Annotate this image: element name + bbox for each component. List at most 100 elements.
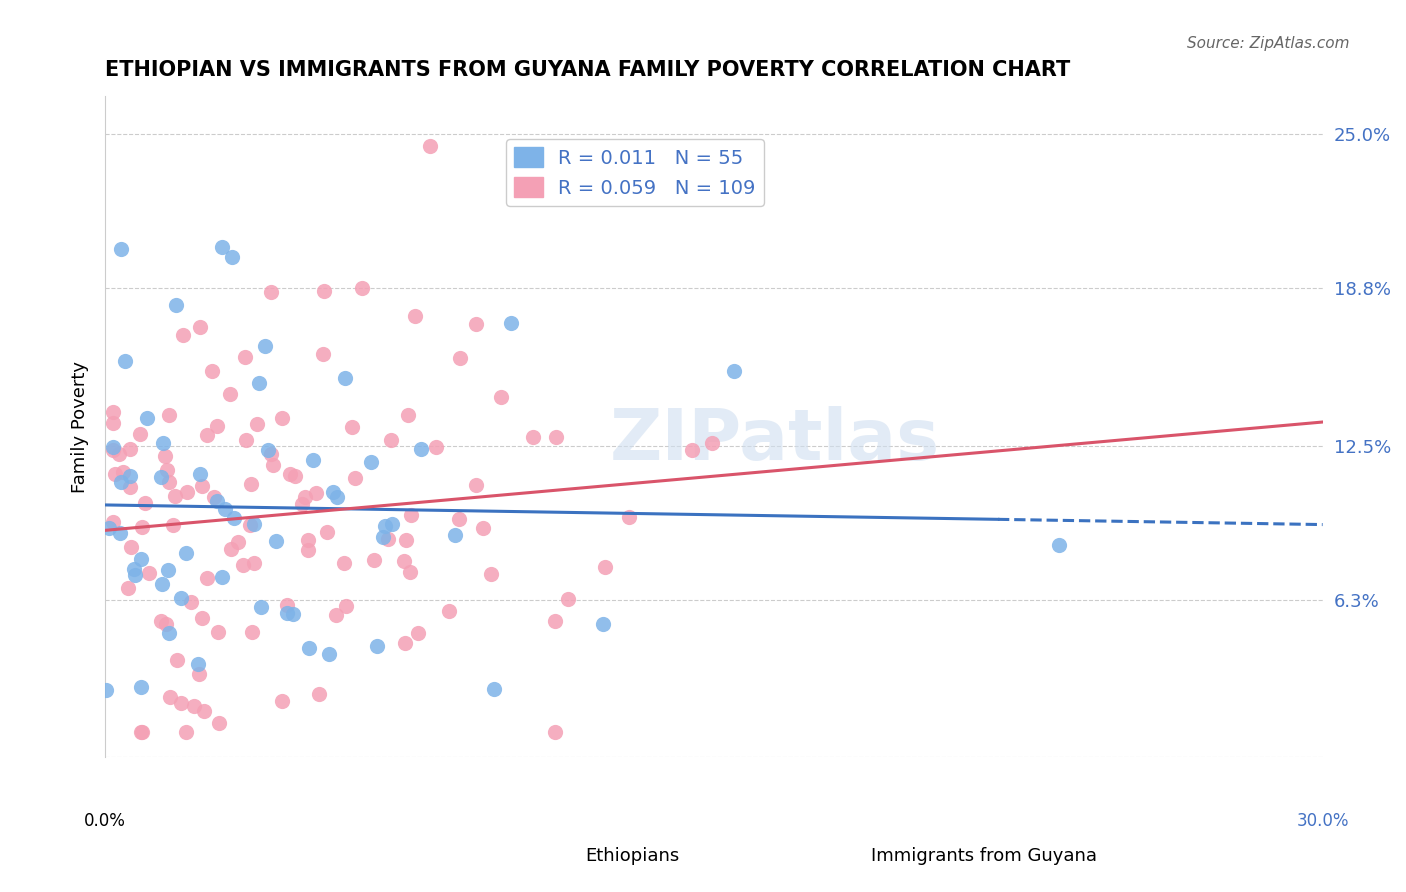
Point <box>557 592 579 607</box>
Point <box>134 496 156 510</box>
Point <box>344 471 367 485</box>
Point <box>297 533 319 547</box>
Point <box>112 466 135 480</box>
Point <box>392 554 415 568</box>
Point <box>131 725 153 739</box>
Point <box>170 591 193 605</box>
Point <box>419 139 441 153</box>
Point <box>188 666 211 681</box>
Point <box>124 568 146 582</box>
Point <box>187 657 209 672</box>
Point <box>257 442 280 457</box>
Point <box>180 595 202 609</box>
Point <box>124 562 146 576</box>
Point <box>188 467 211 482</box>
Point <box>120 468 142 483</box>
Point <box>110 242 132 256</box>
Point <box>404 309 426 323</box>
Point <box>318 647 340 661</box>
Point <box>157 475 180 490</box>
Point <box>464 478 486 492</box>
Point <box>340 419 363 434</box>
Point <box>522 430 544 444</box>
Point <box>302 453 325 467</box>
Point <box>315 524 337 539</box>
Text: Ethiopians: Ethiopians <box>585 847 681 865</box>
Point <box>114 354 136 368</box>
Point <box>131 520 153 534</box>
Point <box>1047 538 1070 552</box>
Point <box>381 516 404 531</box>
Point <box>449 351 471 365</box>
Point <box>262 458 284 473</box>
Point <box>129 725 152 739</box>
Point <box>294 490 316 504</box>
Point <box>284 469 307 483</box>
Point <box>250 599 273 614</box>
Point <box>156 462 179 476</box>
Point <box>219 387 242 401</box>
Point <box>399 508 422 522</box>
Point <box>723 364 745 378</box>
Point <box>183 699 205 714</box>
Point <box>335 599 357 613</box>
Point <box>128 426 150 441</box>
Point <box>101 405 124 419</box>
Point <box>298 640 321 655</box>
Point <box>270 694 292 708</box>
Point <box>157 408 180 422</box>
Point <box>97 521 120 535</box>
Point <box>110 525 132 540</box>
Point <box>207 493 229 508</box>
Point <box>425 440 447 454</box>
Point <box>129 552 152 566</box>
Text: Source: ZipAtlas.com: Source: ZipAtlas.com <box>1187 36 1350 51</box>
Point <box>399 566 422 580</box>
Point <box>101 442 124 457</box>
Point <box>193 704 215 718</box>
Point <box>202 490 225 504</box>
Point <box>214 501 236 516</box>
Point <box>259 285 281 299</box>
Point <box>333 557 356 571</box>
Point <box>240 625 263 640</box>
Point <box>592 616 614 631</box>
Point <box>371 530 394 544</box>
Point <box>165 489 187 503</box>
Point <box>240 476 263 491</box>
Point <box>195 428 218 442</box>
Point <box>101 515 124 529</box>
Point <box>188 320 211 334</box>
Point <box>363 553 385 567</box>
Point <box>117 581 139 595</box>
Point <box>108 446 131 460</box>
Point <box>243 516 266 531</box>
Point <box>120 480 142 494</box>
Point <box>396 408 419 422</box>
Point <box>482 682 505 697</box>
Point <box>211 240 233 254</box>
Text: ZIPatlas: ZIPatlas <box>610 406 939 475</box>
Text: Immigrants from Guyana: Immigrants from Guyana <box>872 847 1097 865</box>
Point <box>366 639 388 653</box>
Point <box>138 566 160 580</box>
Point <box>242 557 264 571</box>
Point <box>162 517 184 532</box>
Point <box>207 624 229 639</box>
Point <box>325 607 347 622</box>
Point <box>308 687 330 701</box>
Point <box>166 653 188 667</box>
Point <box>544 725 567 739</box>
Point <box>157 626 180 640</box>
Point <box>219 542 242 557</box>
Text: 0.0%: 0.0% <box>84 813 127 830</box>
Point <box>120 442 142 456</box>
Point <box>172 327 194 342</box>
Point <box>291 497 314 511</box>
Point <box>406 626 429 640</box>
Point <box>246 417 269 431</box>
Point <box>437 604 460 618</box>
Point <box>165 298 187 312</box>
Point <box>264 534 287 549</box>
Point <box>374 519 396 533</box>
